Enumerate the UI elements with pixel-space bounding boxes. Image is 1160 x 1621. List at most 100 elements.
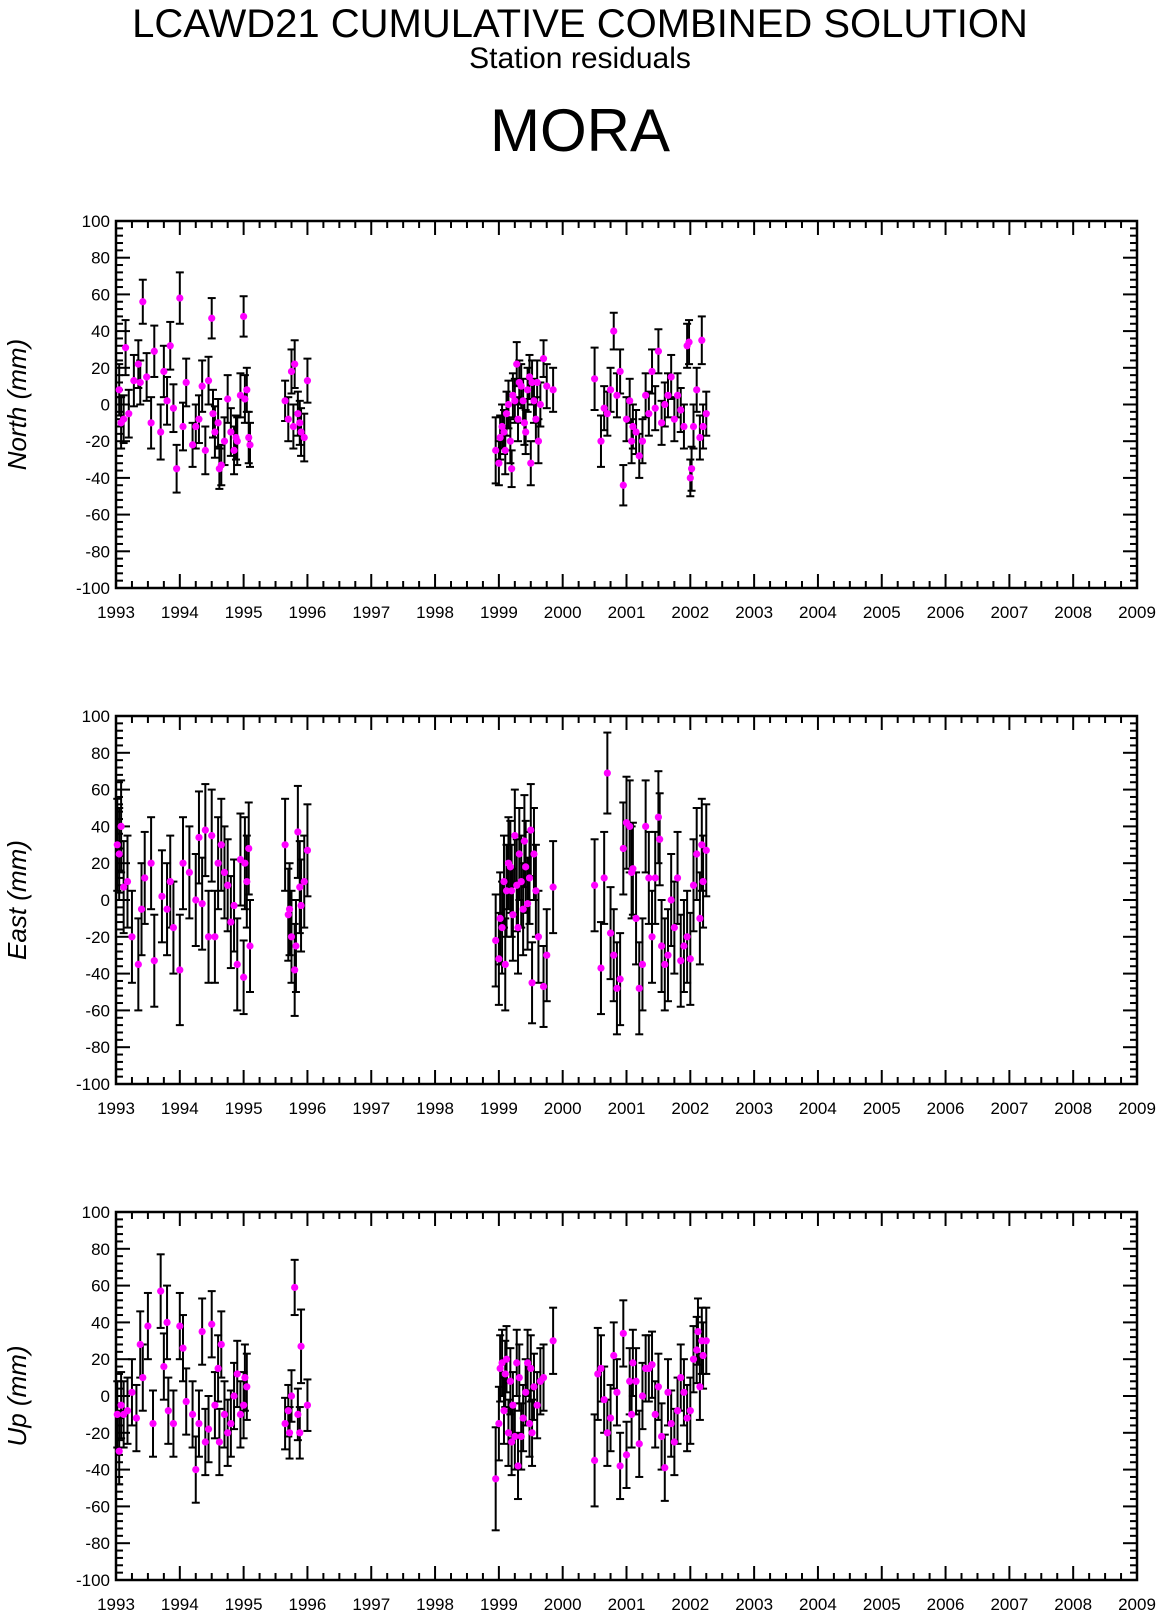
x-tick-label: 1995	[225, 1099, 263, 1118]
data-point	[511, 1432, 519, 1441]
data-point	[522, 863, 530, 871]
data-point	[303, 377, 312, 385]
data-point	[176, 1322, 184, 1330]
data-point	[651, 874, 659, 882]
x-tick-label: 2003	[735, 603, 773, 622]
data-point	[657, 942, 666, 950]
y-tick-label: -40	[85, 469, 110, 488]
x-tick-label: 2002	[671, 1595, 709, 1614]
data-point	[600, 404, 608, 412]
data-point	[506, 437, 514, 445]
data-point	[606, 929, 615, 937]
data-point	[284, 415, 292, 423]
data-point	[702, 846, 710, 854]
data-point	[201, 446, 209, 454]
y-tick-label: -60	[85, 1001, 110, 1020]
x-tick-label: 2005	[863, 603, 901, 622]
data-point	[534, 437, 543, 445]
x-tick-label: 1999	[480, 1595, 518, 1614]
data-point	[125, 410, 133, 418]
data-point	[616, 367, 624, 376]
data-point	[117, 1401, 125, 1409]
data-point	[496, 1364, 504, 1372]
data-point	[198, 382, 206, 390]
data-point	[209, 410, 217, 418]
data-point	[645, 410, 653, 418]
data-point	[629, 865, 637, 873]
data-point	[500, 428, 508, 436]
data-point	[613, 1388, 621, 1396]
data-point	[294, 1410, 302, 1418]
data-point	[689, 1355, 698, 1363]
data-point	[123, 1407, 132, 1415]
data-point	[164, 1407, 172, 1415]
data-point	[508, 887, 516, 895]
data-point	[610, 1351, 618, 1360]
y-axis-label: Up (mm)	[2, 1345, 32, 1446]
data-point	[115, 850, 123, 858]
data-point	[616, 975, 624, 983]
data-point	[149, 1420, 157, 1428]
data-point	[287, 933, 296, 941]
y-tick-label: 100	[82, 212, 110, 231]
data-point	[549, 883, 557, 891]
data-point	[204, 1425, 213, 1433]
data-point	[176, 966, 184, 974]
y-tick-label: 40	[91, 817, 110, 836]
data-point	[173, 465, 181, 473]
data-point	[629, 422, 637, 431]
data-point	[693, 1346, 701, 1354]
y-tick-label: 20	[91, 854, 110, 873]
y-tick-label: 80	[91, 249, 110, 268]
data-point	[284, 1407, 292, 1415]
y-tick-label: 60	[91, 1277, 110, 1296]
data-point	[648, 367, 656, 376]
data-point	[300, 878, 308, 886]
y-tick-label: -60	[85, 1497, 110, 1516]
data-point	[245, 433, 253, 442]
x-tick-label: 2005	[863, 1595, 901, 1614]
data-point	[230, 446, 238, 454]
data-point	[619, 1329, 627, 1338]
data-point	[220, 437, 229, 445]
data-point	[188, 441, 197, 449]
data-point	[121, 344, 130, 352]
data-point	[667, 373, 675, 381]
data-point	[504, 1429, 513, 1437]
data-point	[603, 410, 611, 418]
data-point	[169, 404, 178, 412]
data-point	[166, 878, 174, 886]
data-point	[514, 1462, 522, 1470]
data-point	[693, 850, 701, 858]
data-point	[532, 887, 540, 895]
data-point	[664, 1388, 672, 1396]
data-point	[296, 883, 304, 891]
y-tick-label: 40	[91, 1313, 110, 1332]
data-point	[527, 459, 535, 467]
data-point	[201, 1438, 209, 1446]
data-point	[285, 1429, 294, 1437]
x-tick-label: 1998	[416, 1099, 454, 1118]
data-point	[661, 400, 669, 409]
data-point	[240, 973, 248, 981]
data-point	[616, 1462, 624, 1470]
data-point	[113, 1410, 121, 1418]
data-point	[495, 1420, 503, 1428]
data-point	[281, 397, 289, 405]
data-point	[120, 415, 128, 423]
data-point	[543, 951, 551, 959]
x-tick-label: 2001	[608, 603, 646, 622]
data-point	[628, 1410, 636, 1418]
data-point	[285, 905, 294, 913]
data-point	[525, 1420, 534, 1428]
data-point	[525, 373, 534, 381]
data-point	[233, 1370, 241, 1378]
data-point	[603, 1429, 611, 1437]
y-tick-label: 60	[91, 285, 110, 304]
data-point	[626, 397, 634, 405]
data-point	[150, 957, 158, 965]
data-point	[626, 822, 634, 831]
data-point	[696, 914, 704, 923]
data-point	[514, 415, 522, 423]
y-tick-label: -60	[85, 506, 110, 525]
